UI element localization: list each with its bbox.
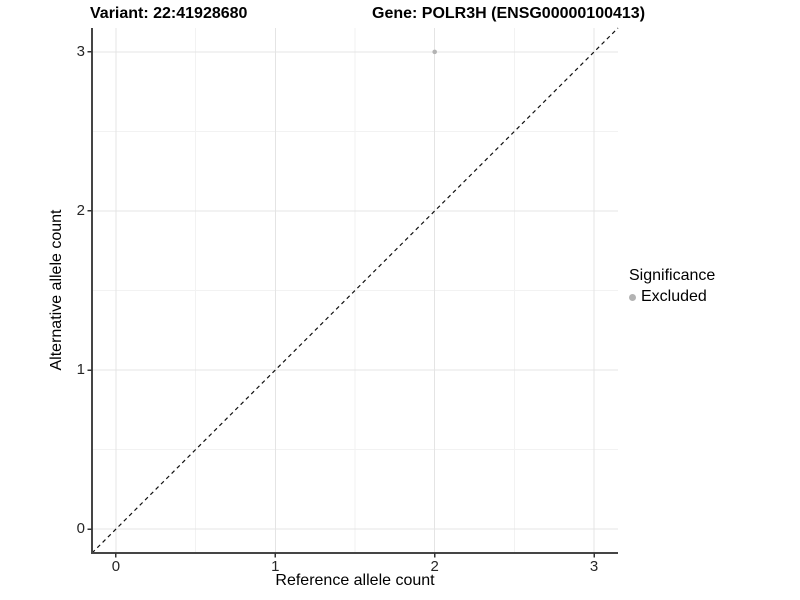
x-axis-title: Reference allele count [275, 572, 435, 589]
x-tick-label-1: 1 [271, 558, 280, 575]
y-tick-label-2: 2 [76, 201, 85, 219]
gene-title: Gene: POLR3H (ENSG00000100413) [372, 5, 646, 22]
y-tick-label-0: 0 [76, 520, 85, 538]
y-tick-label-3: 3 [76, 42, 85, 60]
y-axis-title: Alternative allele count [48, 209, 65, 371]
excluded-point-key-icon [629, 293, 636, 301]
data-point-excluded [432, 49, 437, 55]
legend-title: Significance [629, 267, 716, 284]
legend-item-excluded: Excluded [629, 288, 715, 306]
x-tick-label-0: 0 [111, 558, 121, 575]
x-tick-label-2: 2 [430, 558, 439, 575]
x-tick-label-3: 3 [589, 558, 599, 575]
legend: Significance Excluded [629, 267, 715, 306]
legend-item-label: Excluded [641, 288, 707, 305]
variant-title: Variant: 22:41928680 [90, 5, 248, 22]
y-tick-label-1: 1 [76, 361, 85, 379]
